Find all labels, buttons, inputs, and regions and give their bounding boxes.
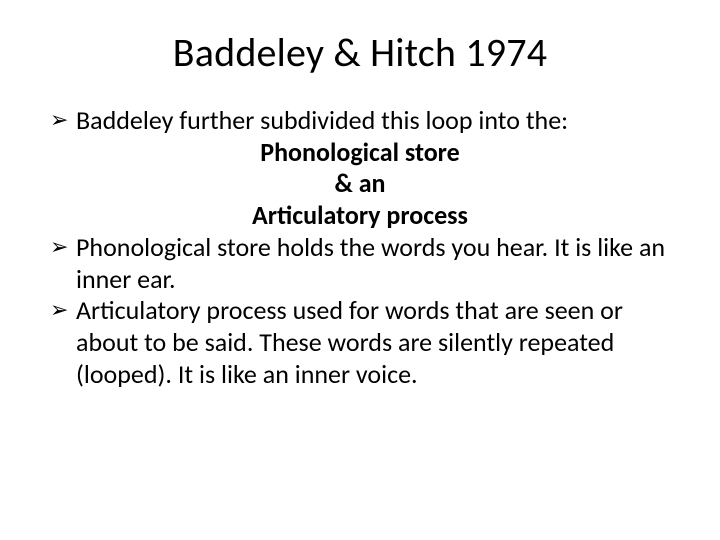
slide-title: Baddeley & Hitch 1974 xyxy=(50,28,670,77)
bullet-item-1: Baddeley further subdivided this loop in… xyxy=(50,105,670,137)
slide: Baddeley & Hitch 1974 Baddeley further s… xyxy=(0,0,720,540)
center-line-2: & an xyxy=(50,168,670,200)
slide-body: Baddeley further subdivided this loop in… xyxy=(50,105,670,390)
bullet-item-2: Phonological store holds the words you h… xyxy=(50,232,670,295)
center-line-1: Phonological store xyxy=(50,137,670,169)
center-line-3: Articulatory process xyxy=(50,200,670,232)
bullet-item-3: Articulatory process used for words that… xyxy=(50,295,670,390)
